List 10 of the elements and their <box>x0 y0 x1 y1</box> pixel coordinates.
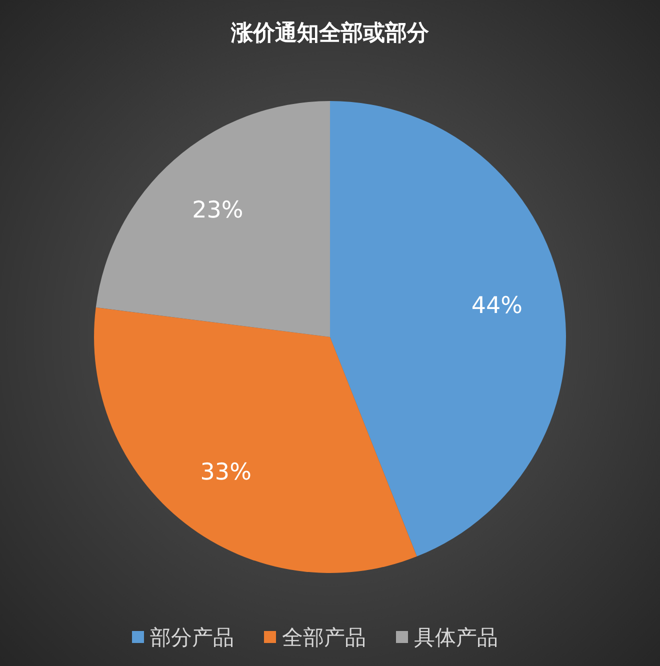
legend-label: 全部产品 <box>282 625 366 650</box>
chart-title: 涨价通知全部或部分 <box>230 20 430 46</box>
legend-label: 部分产品 <box>150 625 234 650</box>
data-label: 33% <box>200 459 252 486</box>
pie-slice <box>96 101 330 337</box>
pie-slice <box>94 307 417 573</box>
legend-label: 具体产品 <box>414 625 498 650</box>
data-label: 44% <box>471 293 522 320</box>
pie-slice <box>330 101 566 556</box>
data-label: 23% <box>192 198 244 224</box>
